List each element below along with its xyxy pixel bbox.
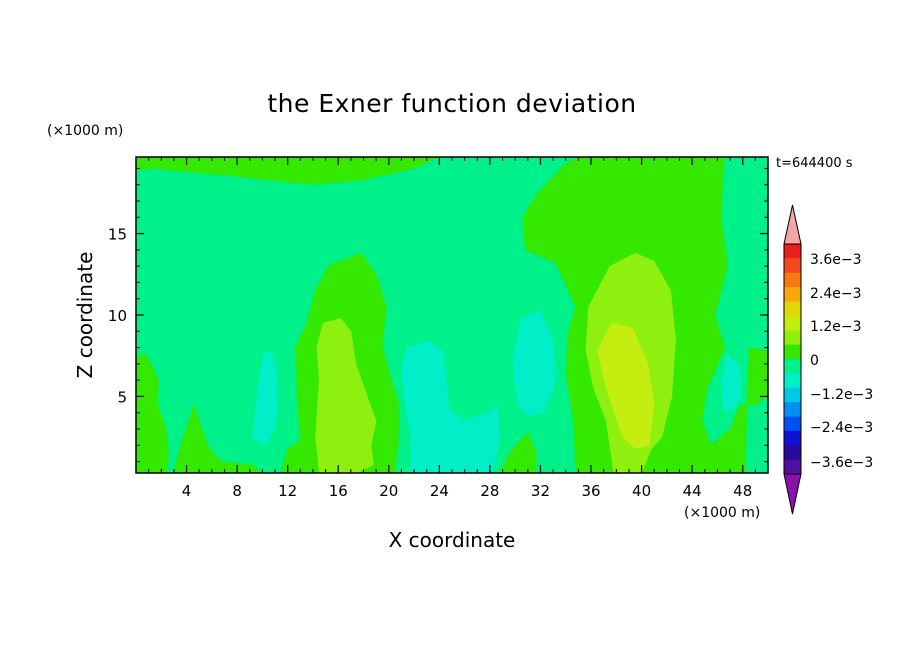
x-unit-label: (×1000 m) (684, 505, 760, 521)
colorbar-tick-label: −2.4e−3 (810, 420, 873, 436)
colorbar-swatch (784, 315, 801, 331)
x-tick-label: 24 (430, 482, 449, 500)
x-tick-label: 16 (329, 482, 348, 500)
colorbar-tick-label: 3.6e−3 (810, 252, 862, 268)
x-tick-label: 40 (632, 482, 651, 500)
y-tick-label: 10 (108, 307, 127, 325)
colorbar-tick-label: 1.2e−3 (810, 319, 862, 335)
contour-region-13 (512, 309, 556, 417)
x-tick-label: 28 (480, 482, 499, 500)
x-tick-label: 20 (379, 482, 398, 500)
y-tick-label: 15 (108, 226, 127, 244)
x-tick-label: 12 (278, 482, 297, 500)
colorbar-tick-label: −3.6e−3 (810, 455, 873, 471)
y-axis-label: Z coordinate (73, 252, 97, 379)
contour-region-11 (252, 350, 278, 446)
x-tick-label: 32 (531, 482, 550, 500)
y-tick-label: 5 (117, 388, 127, 406)
contour-region-6 (499, 432, 537, 473)
colorbar-frame (783, 243, 802, 475)
contour-region-14 (720, 353, 741, 413)
colorbar-tick-label: 2.4e−3 (810, 286, 862, 302)
colorbar-swatch (784, 330, 801, 346)
colorbar-tick-label: −1.2e−3 (810, 387, 873, 403)
contour-region-2 (136, 353, 170, 473)
colorbar-swatch (784, 387, 801, 403)
colorbar-swatch (784, 301, 801, 317)
colorbar-swatch (784, 459, 801, 475)
colorbar-under-triangle (783, 473, 802, 515)
colorbar-swatch (784, 359, 801, 374)
colorbar-swatch (784, 244, 801, 259)
time-label: t=644400 s (776, 156, 853, 171)
colorbar-swatch (784, 402, 801, 417)
x-tick-label: 44 (683, 482, 702, 500)
colorbar-over-triangle (783, 204, 802, 245)
contour-region-8 (315, 318, 377, 473)
colorbar-swatch (784, 272, 801, 288)
colorbar-swatch (784, 430, 801, 446)
x-tick-label: 4 (182, 482, 192, 500)
colorbar-swatch (784, 445, 801, 461)
colorbar-swatch (784, 344, 801, 360)
x-axis-label: X coordinate (389, 528, 516, 552)
contour-regions (136, 157, 768, 473)
contour-region-10 (597, 322, 655, 449)
contour-region-3 (173, 404, 263, 473)
y-unit-label: (×1000 m) (47, 123, 123, 139)
colorbar-swatch (784, 416, 801, 432)
colorbar-swatch (784, 258, 801, 274)
colorbar-swatch (784, 287, 801, 302)
chart-title: the Exner function deviation (267, 89, 636, 118)
x-tick-label: 48 (733, 482, 752, 500)
contour-region-12 (401, 340, 501, 473)
x-tick-label: 36 (581, 482, 600, 500)
colorbar-tick-label: 0 (810, 353, 819, 369)
contour-region-1 (136, 157, 440, 185)
x-tick-label: 8 (232, 482, 242, 500)
colorbar-swatch (784, 373, 801, 389)
colorbar: 3.6e−3 2.4e−3 1.2e−3 0 −1.2e−3 −2.4e−3 −3.6e−3 (783, 204, 873, 515)
